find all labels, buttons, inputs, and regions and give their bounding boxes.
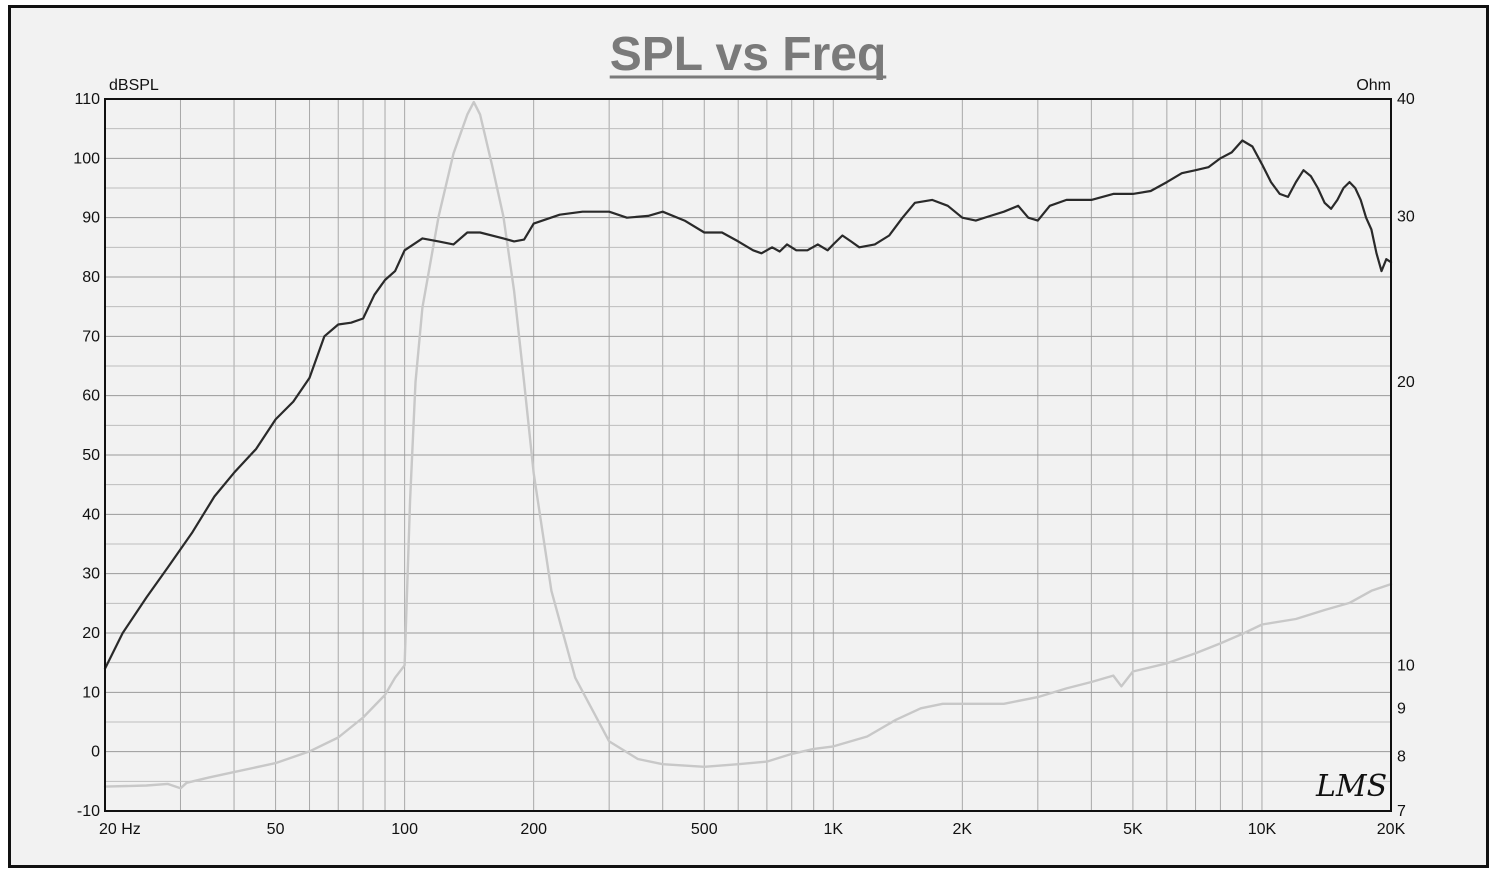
lms-watermark: LMS: [1315, 769, 1387, 804]
chart-frame: 20 Hz 50 100 200 500 1K 2K 5K 10K 20K -10 0 10 20 30 40…: [8, 5, 1489, 868]
left-axis-unit-label: dBSPL: [109, 77, 159, 94]
x-tick-label: 50: [267, 821, 285, 838]
left-y-tick-label: 0: [91, 744, 100, 761]
chart-title: SPL vs Freq: [610, 28, 887, 81]
right-y-tick-label: 9: [1397, 700, 1406, 717]
x-tick-label: 1K: [824, 821, 844, 838]
left-y-tick-label: 100: [73, 150, 100, 167]
x-tick-label: 5K: [1123, 821, 1143, 838]
x-tick-label: 10K: [1248, 821, 1277, 838]
x-tick-label: 20K: [1377, 821, 1406, 838]
right-y-tick-label: 7: [1397, 803, 1406, 820]
left-y-tick-label: 20: [82, 625, 100, 642]
right-y-tick-label: 20: [1397, 374, 1415, 391]
x-tick-label: 2K: [953, 821, 973, 838]
left-y-tick-label: 90: [82, 210, 100, 227]
left-y-tick-label: 60: [82, 388, 100, 405]
right-axis-unit-label: Ohm: [1356, 77, 1391, 94]
left-y-tick-label: -10: [77, 803, 100, 820]
right-y-tick-label: 30: [1397, 209, 1415, 226]
impedance-series-line: [103, 100, 1393, 790]
x-tick-label: 500: [691, 821, 718, 838]
x-tick-label: 20 Hz: [99, 821, 141, 838]
spl-vs-freq-chart: 20 Hz 50 100 200 500 1K 2K 5K 10K 20K -10 0 10 20 30 40…: [73, 28, 1415, 838]
left-y-tick-label: 40: [82, 506, 100, 523]
right-y-tick-label: 40: [1397, 91, 1415, 108]
left-y-tick-label: 70: [82, 328, 100, 345]
left-y-tick-label: 50: [82, 447, 100, 464]
plot-border: [104, 98, 1392, 812]
left-y-tick-label: 10: [82, 684, 100, 701]
left-y-tick-label: 80: [82, 269, 100, 286]
spl-series-line: [103, 139, 1393, 670]
x-tick-label: 200: [520, 821, 547, 838]
right-y-tick-label: 8: [1397, 748, 1406, 765]
left-y-tick-label: 30: [82, 566, 100, 583]
left-y-tick-label: 110: [74, 91, 100, 108]
x-tick-label: 100: [391, 821, 418, 838]
right-y-tick-label: 10: [1397, 657, 1415, 674]
